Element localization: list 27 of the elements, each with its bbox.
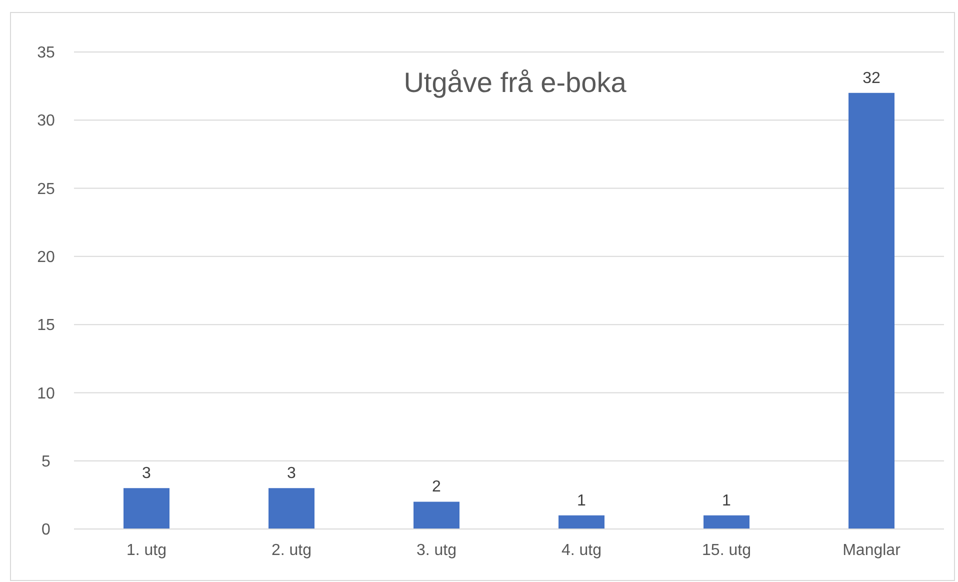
- y-tick-label: 30: [37, 112, 55, 130]
- data-label: 1: [577, 492, 586, 510]
- bar: [704, 515, 750, 529]
- bar: [268, 488, 314, 529]
- x-tick-label: 15. utg: [702, 542, 751, 559]
- x-tick-label: 2. utg: [271, 542, 312, 559]
- text: Utgåve frå e-boka: [404, 67, 627, 98]
- data-label: 1: [722, 492, 732, 510]
- x-tick-label: 3. utg: [416, 542, 457, 559]
- x-tick-label: 4. utg: [561, 542, 602, 559]
- bar: [124, 488, 170, 529]
- data-label: 3: [287, 465, 296, 482]
- data-label: 3: [142, 465, 152, 482]
- bar: [558, 515, 604, 529]
- y-tick-label: 35: [37, 44, 55, 62]
- data-label: 2: [432, 478, 442, 496]
- y-tick-label: 20: [37, 249, 55, 266]
- x-tick-label: Manglar: [842, 542, 902, 559]
- bar: [414, 502, 460, 529]
- bar: [848, 92, 894, 529]
- y-tick-label: 15: [37, 317, 55, 334]
- data-label: 32: [862, 70, 880, 87]
- y-tick-label: 0: [42, 522, 51, 539]
- x-tick-label: 1. utg: [126, 542, 167, 559]
- y-tick-label: 5: [42, 453, 51, 470]
- y-tick-label: 10: [37, 385, 55, 402]
- y-tick-label: 25: [37, 180, 55, 198]
